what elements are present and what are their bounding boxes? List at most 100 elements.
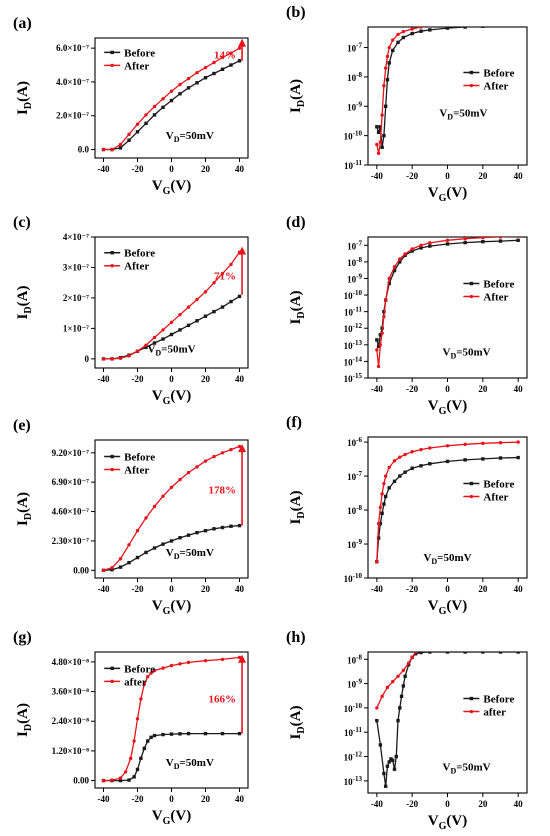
data-point <box>127 560 131 565</box>
data-point <box>152 668 157 673</box>
data-point <box>396 40 400 45</box>
y-tick-label: 10-10 <box>344 572 363 584</box>
y-tick-exponent: -8 <box>356 256 362 264</box>
panel-label: (d) <box>286 214 306 231</box>
y-tick-base: 10 <box>347 655 357 665</box>
x-tick-label: -20 <box>132 794 144 804</box>
data-point <box>389 757 393 761</box>
x-tick-label: 20 <box>201 164 211 174</box>
data-point <box>419 447 423 452</box>
y-axis-label-unit: (A) <box>15 81 31 102</box>
data-point <box>186 533 191 537</box>
legend-entry: Before <box>483 694 514 706</box>
series-group <box>101 46 242 152</box>
data-point <box>135 349 140 353</box>
x-tick-label: -20 <box>132 584 144 594</box>
y-axis-label: ID(A) <box>15 703 34 737</box>
data-point <box>380 511 384 516</box>
y-tick-label: 3×10⁻⁷ <box>63 262 89 272</box>
y-axis-label: ID(A) <box>288 291 307 325</box>
y-tick-base: 10 <box>344 753 354 763</box>
data-point <box>516 237 520 238</box>
data-point <box>142 746 146 751</box>
legend-entry: After <box>483 492 508 504</box>
data-point <box>123 770 128 774</box>
data-point <box>499 22 502 25</box>
data-point <box>152 341 157 345</box>
y-tick-label: 10-7 <box>347 470 362 482</box>
y-tick-label: 10-9 <box>347 678 362 690</box>
data-point <box>376 536 381 540</box>
y-tick-base: 10 <box>344 291 354 301</box>
data-point <box>378 333 383 337</box>
y-tick-label: 2×10⁻⁷ <box>63 293 89 303</box>
data-point <box>498 652 503 654</box>
y-tick-exponent: -8 <box>356 504 362 512</box>
x-tick-label: 20 <box>478 799 488 809</box>
data-point <box>498 27 503 28</box>
y-axis-label: ID(A) <box>288 706 307 740</box>
y-tick-exponent: -11 <box>353 726 362 734</box>
data-point <box>398 257 402 261</box>
data-point <box>186 731 191 736</box>
data-point <box>237 731 242 736</box>
x-tick-label: -20 <box>406 384 418 394</box>
data-point <box>169 89 174 93</box>
legend-entry: After <box>124 60 149 72</box>
y-tick-exponent: -9 <box>356 272 362 280</box>
series-group <box>101 444 242 573</box>
y-tick-exponent: -13 <box>353 775 363 783</box>
x-axis-label-main: V <box>428 185 439 201</box>
x-axis-label-unit: (V) <box>170 598 191 614</box>
data-point <box>178 312 182 317</box>
y-tick-exponent: -8 <box>356 653 362 661</box>
data-point <box>101 568 106 573</box>
bias-annotation: VD=50mV <box>443 761 491 775</box>
data-point <box>383 784 388 788</box>
y-tick-base: 10 <box>347 44 357 54</box>
legend-swatch-marker <box>469 709 474 714</box>
y-tick-label: 10-15 <box>344 372 363 384</box>
data-point <box>428 28 432 32</box>
bias-annotation-rest: =50mV <box>453 108 487 120</box>
data-point <box>387 486 391 490</box>
y-tick-label: 10-10 <box>344 289 363 301</box>
legend-swatch-marker <box>469 70 474 75</box>
x-tick-label: 20 <box>201 584 211 594</box>
y-tick-exponent: -10 <box>353 702 363 710</box>
data-point <box>383 66 388 70</box>
y-tick-exponent: -11 <box>353 159 362 167</box>
data-point <box>391 48 395 53</box>
data-point <box>410 249 414 253</box>
x-axis-label-sub: G <box>163 186 171 197</box>
y-tick-label: 0.00 <box>73 776 89 786</box>
data-point <box>212 454 216 459</box>
y-axis-label-main: I <box>288 733 304 739</box>
x-axis-label-main: V <box>152 388 163 404</box>
bias-annotation: VD=50mV <box>166 547 214 561</box>
y-tick-base: 10 <box>344 728 354 738</box>
data-point <box>406 661 411 665</box>
data-point <box>385 54 390 59</box>
data-point <box>203 290 208 294</box>
legend-swatch-marker <box>110 666 114 671</box>
data-point <box>481 27 485 28</box>
x-tick-label: 20 <box>478 171 488 181</box>
data-point <box>118 142 123 147</box>
y-tick-label: 4.80×10⁻⁸ <box>52 657 90 667</box>
data-point <box>463 23 466 26</box>
x-tick-label: 0 <box>169 374 174 384</box>
data-point <box>118 778 123 783</box>
data-point <box>403 470 407 474</box>
data-point <box>186 305 191 309</box>
x-tick-label: 20 <box>201 374 211 384</box>
legend-swatch-marker <box>469 281 474 286</box>
x-tick-label: -40 <box>371 384 383 394</box>
data-point <box>229 63 233 67</box>
data-point <box>516 27 520 28</box>
data-point <box>118 356 123 360</box>
x-tick-label: -40 <box>371 171 383 181</box>
data-point <box>152 504 157 509</box>
